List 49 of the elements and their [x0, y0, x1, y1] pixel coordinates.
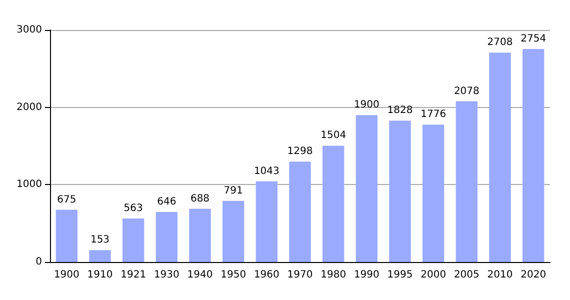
- x-tick-label: 1970: [287, 270, 313, 280]
- data-label: 153: [90, 234, 110, 246]
- x-tick-label: 2000: [420, 270, 446, 280]
- data-label: 1776: [420, 109, 446, 120]
- data-label: 1504: [320, 130, 346, 142]
- x-tick-label: 1950: [220, 270, 246, 280]
- data-label: 2754: [520, 34, 546, 45]
- data-label: 1043: [254, 166, 280, 177]
- data-label: 1828: [387, 105, 413, 116]
- x-tick-label: 1940: [187, 270, 213, 280]
- data-label: 688: [190, 193, 210, 204]
- data-label: 646: [157, 196, 176, 208]
- bar: [289, 162, 311, 262]
- x-tick-label: 2005: [454, 270, 480, 280]
- bar: [89, 250, 111, 262]
- bar: [156, 212, 178, 262]
- bar: [522, 49, 544, 262]
- bar: [256, 181, 278, 262]
- data-label: 1900: [354, 100, 380, 111]
- data-label: 2078: [454, 86, 480, 97]
- bar: [122, 218, 144, 262]
- bar: [322, 146, 344, 262]
- x-tick-label: 1980: [320, 270, 346, 280]
- x-tick-label: 2010: [487, 270, 513, 280]
- bar: [356, 115, 378, 262]
- y-tick-label: 3000: [16, 24, 42, 36]
- data-label: 791: [224, 185, 243, 196]
- data-label: 1298: [287, 146, 313, 158]
- x-tick-label: 1910: [87, 270, 113, 280]
- y-tick-label: 1000: [16, 179, 42, 190]
- x-tick-label: 1960: [254, 270, 280, 280]
- bar: [189, 208, 211, 262]
- x-tick-label: 1930: [154, 270, 180, 280]
- bar: [389, 120, 411, 262]
- x-tick-label: 2020: [520, 270, 546, 280]
- data-label: 2708: [487, 37, 513, 48]
- y-tick-label: 0: [36, 256, 42, 268]
- y-tick-label: 2000: [16, 102, 42, 113]
- x-tick-label: 1995: [387, 270, 413, 280]
- bar: [422, 124, 444, 262]
- x-tick-label: 1921: [120, 270, 146, 280]
- data-label: 563: [124, 202, 143, 214]
- x-tick-label: 1990: [354, 270, 380, 280]
- bar: [222, 200, 244, 262]
- data-label: 675: [57, 194, 76, 206]
- bar: [456, 101, 478, 262]
- bar: [56, 210, 78, 262]
- x-tick-label: 1900: [54, 270, 80, 280]
- bar: [489, 52, 511, 262]
